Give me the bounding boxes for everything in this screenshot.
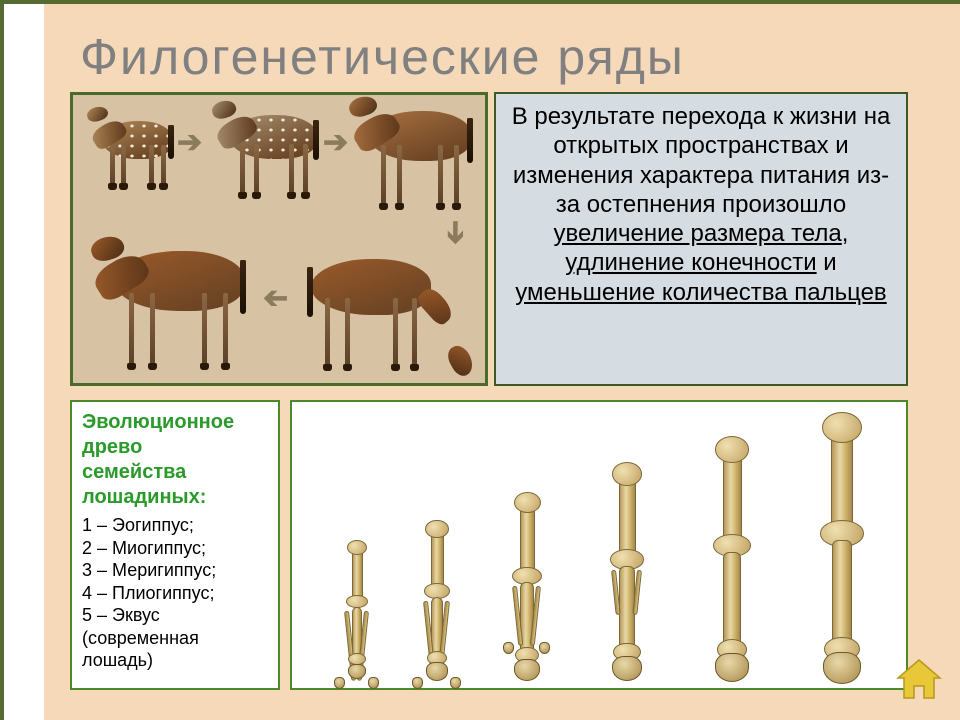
info-mid2: и — [817, 249, 837, 276]
home-icon[interactable] — [896, 658, 942, 700]
legend-items: 1 – Эогиппус;2 – Миогиппус;3 – Меригиппу… — [82, 514, 268, 672]
limb-bone-stage-2 — [402, 526, 472, 676]
limb-bone-stage-3 — [492, 498, 562, 676]
legend-item: 5 – Эквус — [82, 604, 268, 627]
legend-item: 3 – Меригиппус; — [82, 559, 268, 582]
legend-item: 1 – Эогиппус; — [82, 514, 268, 537]
horse-stage-3 — [355, 105, 511, 227]
limb-bone-stage-1 — [322, 546, 392, 676]
limb-bone-stage-5 — [697, 442, 767, 676]
evolution-arrow-icon: ➔ — [438, 220, 473, 245]
legend-item: 2 – Миогиппус; — [82, 537, 268, 560]
info-u3: уменьшение количества пальцев — [515, 279, 886, 306]
evolution-arrow-icon: ➔ — [177, 125, 202, 160]
legend-box: Эволюционноедревосемействалошадиных: 1 –… — [70, 400, 280, 690]
legend-item: лошадь) — [82, 649, 268, 672]
evolution-arrow-icon: ➔ — [263, 281, 288, 316]
legend-item: (современная — [82, 627, 268, 650]
info-mid1: , — [842, 220, 849, 247]
horse-stage-4 — [97, 245, 289, 389]
info-text-box: В результате перехода к жизни на открыты… — [494, 92, 908, 386]
horse-evolution-panel: ➔ ➔ ➔ ➔ — [70, 92, 488, 386]
horse-stage-5 — [303, 253, 463, 389]
info-u2: удлинение конечности — [565, 249, 816, 276]
bones-panel — [290, 400, 908, 690]
left-white-strip — [4, 4, 44, 720]
legend-title: Эволюционноедревосемействалошадиных: — [82, 410, 268, 510]
slide-title: Филогенетические ряды — [80, 28, 685, 86]
evolution-arrow-icon: ➔ — [323, 125, 348, 160]
info-pre: В результате перехода к жизни на открыты… — [512, 103, 891, 218]
legend-item: 4 – Плиогиппус; — [82, 582, 268, 605]
info-u1: увеличение размера тела — [554, 220, 842, 247]
limb-bone-stage-6 — [807, 418, 877, 676]
limb-bone-stage-4 — [592, 468, 662, 676]
